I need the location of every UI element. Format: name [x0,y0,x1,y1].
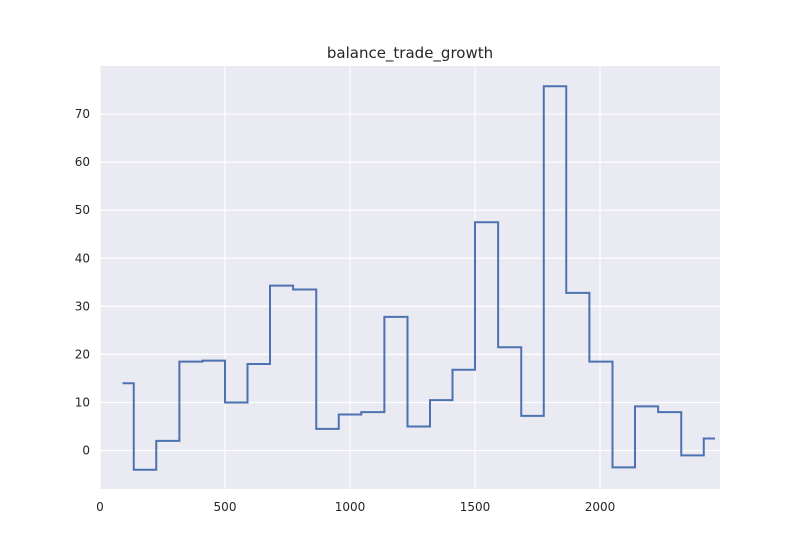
chart-title: balance_trade_growth [327,44,493,63]
y-tick-label: 30 [75,299,90,313]
y-tick-label: 20 [75,347,90,361]
y-tick-label: 0 [82,444,90,458]
y-tick-label: 40 [75,251,90,265]
y-tick-label: 50 [75,203,90,217]
x-tick-label: 1500 [460,500,491,514]
x-tick-label: 2000 [585,500,616,514]
y-tick-label: 70 [75,107,90,121]
y-tick-label: 10 [75,395,90,409]
grid-layer [99,66,720,489]
series-line [122,85,715,471]
plot-background [100,66,720,489]
tick-layer: 0 500 1000 1500 2000 0 10 20 30 40 50 60 70 [75,107,616,514]
x-tick-label: 500 [214,500,237,514]
x-tick-label: 0 [96,500,104,514]
x-tick-label: 1000 [335,500,366,514]
y-tick-label: 60 [75,155,90,169]
